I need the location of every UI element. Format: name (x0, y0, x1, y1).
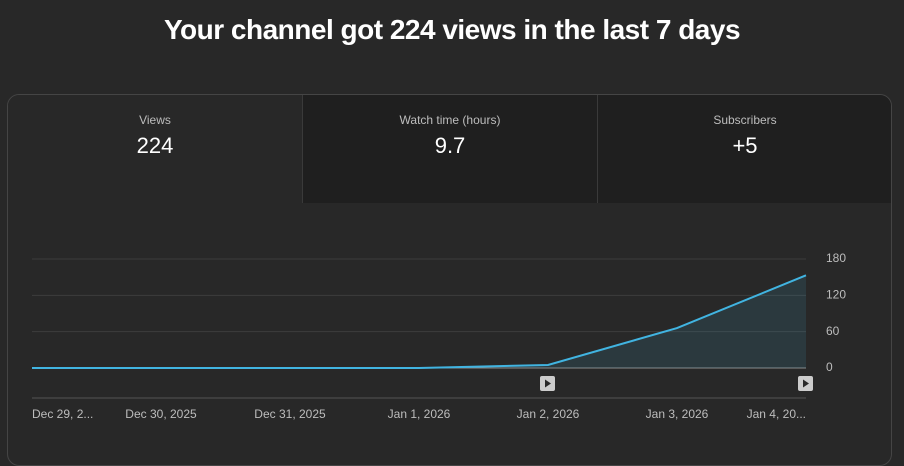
x-tick-label: Jan 3, 2026 (646, 407, 709, 421)
card: Views 224 Watch time (hours) 9.7 Subscri… (7, 94, 892, 466)
y-tick-label: 120 (826, 288, 846, 302)
tab-value: +5 (732, 133, 758, 158)
page: Your channel got 224 views in the last 7… (7, 14, 892, 466)
video-marker[interactable] (798, 376, 813, 391)
y-tick-label: 0 (826, 360, 833, 374)
x-tick-label: Jan 2, 2026 (517, 407, 580, 421)
video-marker[interactable] (540, 376, 555, 391)
line (32, 274, 807, 369)
tab[interactable]: Watch time (hours) 9.7 (302, 95, 597, 203)
tab-label: Views (139, 113, 171, 127)
tab[interactable]: Views 224 (8, 95, 302, 203)
x-tick-label: Dec 29, 2... (32, 407, 93, 421)
area (32, 275, 806, 368)
x-tick-label: Dec 31, 2025 (254, 407, 326, 421)
y-tick-label: 180 (826, 251, 846, 265)
tab-label: Watch time (hours) (399, 113, 501, 127)
chart: 0 60 120 180 Dec 29, 2... Dec 30, 2025 Dec 31,… (32, 251, 846, 421)
x-tick-label: Jan 1, 2026 (388, 407, 451, 421)
x-tick-label: Dec 30, 2025 (125, 407, 197, 421)
page-title: Your channel got 224 views in the last 7… (163, 14, 741, 45)
tab-value: 9.7 (434, 133, 466, 158)
x-tick-label: Jan 4, 20... (747, 407, 806, 421)
tab-label: Subscribers (713, 113, 777, 127)
tab-value: 224 (136, 133, 174, 158)
tab[interactable]: Subscribers +5 (597, 95, 891, 203)
y-tick-label: 60 (826, 324, 840, 338)
